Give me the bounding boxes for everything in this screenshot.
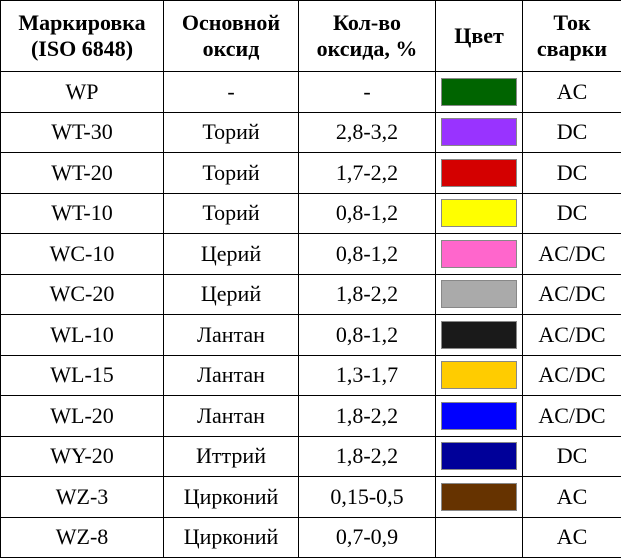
oxide-cell: Цирконий (163, 476, 299, 518)
current-cell: AC/DC (522, 354, 621, 396)
current-cell: DC (522, 152, 621, 194)
marking-cell: WL-20 (0, 395, 164, 437)
current-cell: DC (522, 435, 621, 477)
table-row: WL-20 Лантан 1,8-2,2 AC/DC (0, 395, 621, 437)
header-current: Ток сварки (522, 0, 621, 72)
current-cell: AC (522, 71, 621, 113)
amount-cell: 0,8-1,2 (298, 314, 436, 356)
oxide-cell: - (163, 71, 299, 113)
oxide-cell: Церий (163, 233, 299, 275)
current-cell: DC (522, 192, 621, 234)
table-row: WY-20 Иттрий 1,8-2,2 DC (0, 435, 621, 477)
color-swatch (441, 239, 517, 268)
amount-cell: - (298, 71, 436, 113)
amount-cell: 1,7-2,2 (298, 152, 436, 194)
color-swatch (441, 320, 517, 349)
marking-cell: WP (0, 71, 164, 113)
color-cell (435, 314, 523, 356)
header-color: Цвет (435, 0, 523, 72)
color-cell (435, 273, 523, 315)
current-cell: DC (522, 111, 621, 153)
color-swatch (441, 118, 517, 147)
table-row: WL-10 Лантан 0,8-1,2 AC/DC (0, 314, 621, 356)
current-cell: AC/DC (522, 395, 621, 437)
color-cell (435, 192, 523, 234)
amount-cell: 1,8-2,2 (298, 435, 436, 477)
current-cell: AC/DC (522, 314, 621, 356)
marking-cell: WT-30 (0, 111, 164, 153)
marking-cell: WT-10 (0, 192, 164, 234)
color-cell (435, 152, 523, 194)
amount-cell: 0,8-1,2 (298, 192, 436, 234)
header-amount: Кол-во оксида, % (298, 0, 436, 72)
color-cell (435, 435, 523, 477)
table-row: WL-15 Лантан 1,3-1,7 AC/DC (0, 354, 621, 396)
table-row: WP - - AC (0, 71, 621, 113)
color-swatch (441, 401, 517, 430)
marking-cell: WT-20 (0, 152, 164, 194)
color-cell (435, 233, 523, 275)
amount-cell: 0,15-0,5 (298, 476, 436, 518)
marking-cell: WZ-8 (0, 516, 164, 558)
marking-cell: WL-10 (0, 314, 164, 356)
oxide-cell: Лантан (163, 395, 299, 437)
color-swatch (441, 158, 517, 187)
marking-cell: WC-10 (0, 233, 164, 275)
marking-cell: WC-20 (0, 273, 164, 315)
current-cell: AC (522, 516, 621, 558)
color-cell (435, 354, 523, 396)
amount-cell: 2,8-3,2 (298, 111, 436, 153)
color-cell (435, 111, 523, 153)
oxide-cell: Торий (163, 152, 299, 194)
amount-cell: 1,8-2,2 (298, 273, 436, 315)
current-cell: AC (522, 476, 621, 518)
header-row: Маркировка (ISO 6848) Основной оксид Кол… (0, 0, 621, 72)
header-marking: Маркировка (ISO 6848) (0, 0, 164, 72)
marking-cell: WY-20 (0, 435, 164, 477)
color-cell (435, 395, 523, 437)
amount-cell: 0,7-0,9 (298, 516, 436, 558)
color-swatch (441, 442, 517, 471)
oxide-cell: Торий (163, 111, 299, 153)
oxide-cell: Торий (163, 192, 299, 234)
color-cell (435, 71, 523, 113)
color-swatch (441, 523, 517, 551)
amount-cell: 1,8-2,2 (298, 395, 436, 437)
color-swatch (441, 77, 517, 106)
table-row: WZ-3 Цирконий 0,15-0,5 AC (0, 476, 621, 518)
table-row: WT-30 Торий 2,8-3,2 DC (0, 111, 621, 153)
marking-cell: WL-15 (0, 354, 164, 396)
oxide-cell: Церий (163, 273, 299, 315)
oxide-cell: Иттрий (163, 435, 299, 477)
table-row: WT-20 Торий 1,7-2,2 DC (0, 152, 621, 194)
oxide-cell: Лантан (163, 314, 299, 356)
color-swatch (441, 280, 517, 309)
header-oxide: Основной оксид (163, 0, 299, 72)
color-swatch (441, 361, 517, 390)
amount-cell: 0,8-1,2 (298, 233, 436, 275)
current-cell: AC/DC (522, 233, 621, 275)
amount-cell: 1,3-1,7 (298, 354, 436, 396)
color-cell (435, 516, 523, 558)
table-row: WT-10 Торий 0,8-1,2 DC (0, 192, 621, 234)
table-body: WP - - AC WT-30 Торий 2,8-3,2 DC WT-20 Торий 1,7-2… (0, 71, 621, 558)
oxide-cell: Лантан (163, 354, 299, 396)
marking-cell: WZ-3 (0, 476, 164, 518)
table-row: WC-10 Церий 0,8-1,2 AC/DC (0, 233, 621, 275)
oxide-cell: Цирконий (163, 516, 299, 558)
color-swatch (441, 482, 517, 511)
table-row: WC-20 Церий 1,8-2,2 AC/DC (0, 273, 621, 315)
color-swatch (441, 199, 517, 228)
color-cell (435, 476, 523, 518)
table-row: WZ-8 Цирконий 0,7-0,9 AC (0, 516, 621, 558)
current-cell: AC/DC (522, 273, 621, 315)
